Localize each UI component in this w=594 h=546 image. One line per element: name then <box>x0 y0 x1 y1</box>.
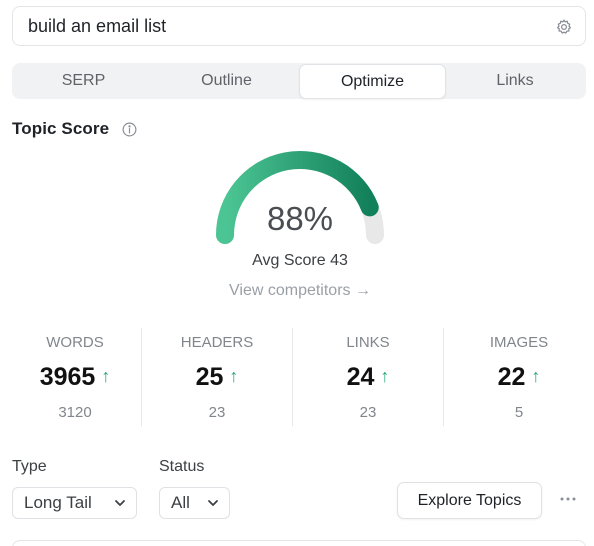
arrow-up-icon: ↑ <box>229 366 239 386</box>
tab-serp[interactable]: SERP <box>61 72 106 89</box>
status-select-value: All <box>171 493 190 512</box>
stat-target: 5 <box>514 404 524 421</box>
tab-links[interactable]: Links <box>496 72 534 89</box>
more-horizontal-icon[interactable] <box>558 489 578 509</box>
chevron-down-icon <box>208 500 218 506</box>
divider <box>443 328 444 426</box>
stat-value: 24 ↑ <box>346 363 390 391</box>
type-select[interactable]: Long Tail <box>12 487 137 519</box>
gauge-fill <box>216 151 379 244</box>
info-icon[interactable] <box>121 121 138 138</box>
stat-label: IMAGES <box>489 334 549 351</box>
stat-value: 22 ↑ <box>497 363 541 391</box>
arrow-up-icon: ↑ <box>380 366 390 386</box>
stat-value: 3965 ↑ <box>39 363 111 391</box>
topic-score-value: 88% <box>266 200 334 237</box>
type-filter-label: Type <box>12 458 47 475</box>
stat-headers: HEADERS 25 ↑ 23 <box>142 328 292 426</box>
tab-bar: SERP Outline Optimize Links <box>12 63 586 99</box>
arrow-up-icon: ↑ <box>101 366 111 386</box>
arrow-up-icon: ↑ <box>531 366 541 386</box>
type-select-value: Long Tail <box>24 493 92 512</box>
keyword-search-bar <box>12 6 586 46</box>
stat-label: WORDS <box>46 334 104 351</box>
avg-score: Avg Score 43 <box>252 252 348 269</box>
status-filter-label: Status <box>159 458 205 475</box>
topic-score-gauge <box>216 151 384 244</box>
status-select[interactable]: All <box>159 487 230 519</box>
stat-label: HEADERS <box>180 334 254 351</box>
tab-optimize[interactable]: Optimize <box>299 64 446 99</box>
stat-label: LINKS <box>346 334 390 351</box>
stat-links: LINKS 24 ↑ 23 <box>293 328 443 426</box>
stat-target: 23 <box>208 404 226 421</box>
stat-target: 23 <box>359 404 377 421</box>
view-competitors-link[interactable]: View competitors → <box>229 282 371 299</box>
stat-value: 25 ↑ <box>195 363 239 391</box>
topic-score-title: Topic Score <box>12 119 110 138</box>
stat-words: WORDS 3965 ↑ 3120 <box>0 328 150 426</box>
chevron-down-icon <box>115 500 125 506</box>
explore-topics-button[interactable]: Explore Topics <box>397 482 542 519</box>
stat-images: IMAGES 22 ↑ 5 <box>444 328 594 426</box>
topics-list-card <box>12 540 586 546</box>
keyword-input[interactable] <box>28 7 528 45</box>
divider <box>141 328 142 426</box>
gear-icon[interactable] <box>555 18 573 36</box>
divider <box>292 328 293 426</box>
content-stats: WORDS 3965 ↑ 3120 HEADERS 25 ↑ 23 LINKS 24… <box>0 328 594 426</box>
tab-outline[interactable]: Outline <box>201 72 252 89</box>
stat-target: 3120 <box>58 404 92 421</box>
